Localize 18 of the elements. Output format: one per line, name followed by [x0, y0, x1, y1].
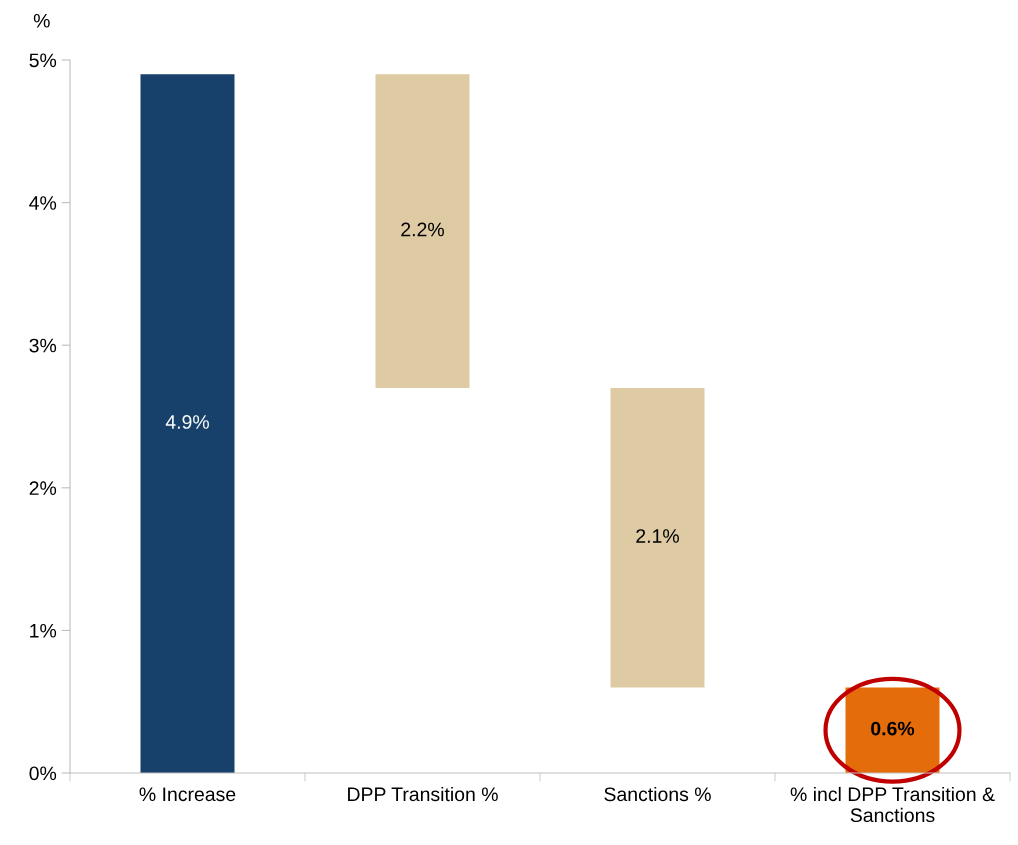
y-tick-label: 5%: [29, 53, 57, 68]
bar: [610, 387, 705, 688]
data-label: 2.1%: [636, 529, 679, 543]
bar: [375, 74, 470, 388]
x-tick-label: DPP Transition %: [348, 786, 498, 802]
y-tick-label: 0%: [29, 766, 57, 781]
bar: [140, 74, 235, 773]
y-axis-title: %: [33, 13, 50, 28]
y-tick-label: 2%: [29, 481, 57, 495]
y-tick-label: 4%: [29, 196, 57, 210]
x-tick-label: Sanctions %: [604, 786, 711, 802]
x-tick-label: % incl DPP Transition & Sanctions: [790, 786, 995, 823]
data-label: 4.9%: [165, 415, 209, 429]
x-tick-label: % Increase: [139, 787, 236, 802]
data-label: 2.2%: [401, 222, 444, 237]
y-tick-label: 1%: [30, 623, 57, 638]
y-tick-label: 3%: [29, 338, 57, 353]
data-label: 0.6%: [871, 721, 915, 736]
